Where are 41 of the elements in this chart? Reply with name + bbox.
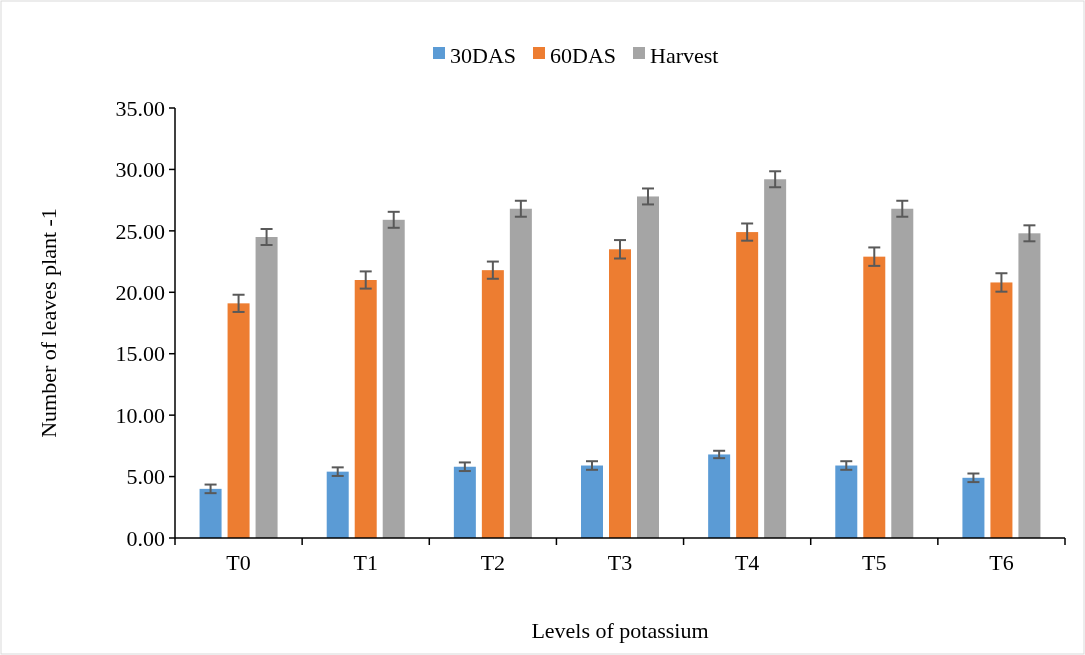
bar <box>481 270 504 538</box>
bar <box>962 477 985 538</box>
x-tick-label: T4 <box>734 550 760 575</box>
y-tick-label: 0.00 <box>126 525 165 551</box>
bar <box>835 465 858 538</box>
y-tick-label: 20.00 <box>115 279 165 305</box>
bar <box>637 196 659 538</box>
x-tick-label: T3 <box>607 550 633 575</box>
bar <box>227 303 250 538</box>
y-tick-label: 5.00 <box>126 464 165 490</box>
bar <box>764 179 787 538</box>
legend-label: Harvest <box>650 42 719 68</box>
y-tick-label: 30.00 <box>115 157 165 183</box>
bar <box>509 208 532 538</box>
bar <box>609 249 631 538</box>
bar <box>354 280 377 538</box>
x-tick-label: T0 <box>226 550 251 575</box>
bar <box>891 208 914 538</box>
bar <box>708 454 731 538</box>
bar <box>453 466 476 538</box>
y-tick-label: 35.00 <box>115 95 165 121</box>
bar <box>736 232 759 538</box>
bar <box>326 471 349 538</box>
bar <box>581 465 603 538</box>
bar <box>199 488 222 538</box>
bar <box>255 237 278 538</box>
legend-label: 60DAS <box>550 42 617 68</box>
x-tick-label: T1 <box>353 550 378 575</box>
x-tick-label: T2 <box>480 550 506 575</box>
bar <box>382 219 405 538</box>
bar <box>1018 233 1041 538</box>
x-tick-label: T5 <box>862 550 887 575</box>
y-tick-label: 15.00 <box>115 341 165 367</box>
y-tick-label: 10.00 <box>115 402 165 428</box>
y-axis-title: Number of leaves plant -1 <box>36 208 61 438</box>
x-axis-title: Levels of potassium <box>531 618 709 643</box>
bar <box>863 256 886 538</box>
x-tick-label: T6 <box>989 550 1014 575</box>
bar <box>990 282 1013 538</box>
y-tick-label: 25.00 <box>115 218 165 244</box>
legend-label: 30DAS <box>450 42 517 68</box>
